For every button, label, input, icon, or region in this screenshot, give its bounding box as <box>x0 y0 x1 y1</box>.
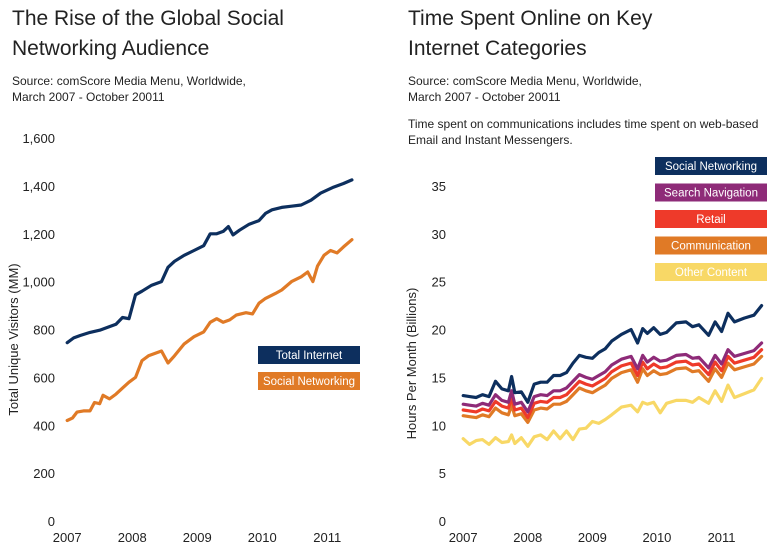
chart1-source-line-1: Source: comScore Media Menu, Worldwide, <box>12 74 246 88</box>
chart1-legend-label: Total Internet <box>276 350 343 362</box>
chart1-title-line-2: Networking Audience <box>12 37 210 60</box>
chart2-ytick-label: 0 <box>439 514 446 529</box>
chart2-ytick-label: 5 <box>439 466 446 481</box>
chart1-title: The Rise of the Global Social Networking… <box>12 4 284 64</box>
chart1-y-axis-label: Total Unique Visitors (MM) <box>6 263 21 415</box>
chart1-ytick-label: 1,400 <box>22 179 55 194</box>
chart2-y-axis-label: Hours Per Month (Billions) <box>404 288 419 440</box>
chart2-note: Time spent on communications includes ti… <box>408 116 758 148</box>
chart2-source: Source: comScore Media Menu, Worldwide, … <box>408 73 642 105</box>
chart2-legend-swatch <box>655 263 767 281</box>
chart1-series-line-social-networking <box>65 238 354 423</box>
chart2-title-line-2: Internet Categories <box>408 37 587 60</box>
chart2-legend-label: Social Networking <box>665 161 757 173</box>
chart1-ytick-label: 600 <box>33 370 55 385</box>
chart2-xtick-label: 2009 <box>578 530 607 545</box>
chart1-ytick-label: 400 <box>33 418 55 433</box>
chart2-legend-swatch <box>655 157 767 175</box>
chart2-series-line-communication <box>461 354 764 424</box>
chart1-legend-swatch <box>258 372 360 390</box>
chart1-title-line-1: The Rise of the Global Social <box>12 7 284 30</box>
chart1-ytick-label: 0 <box>48 514 55 529</box>
chart2-legend-label: Search Navigation <box>664 188 758 200</box>
chart2-legend-swatch <box>655 236 767 255</box>
chart1-series-line-total-internet <box>65 178 354 345</box>
chart2-xtick-label: 2010 <box>642 530 671 545</box>
chart2-legend-label: Other Content <box>675 267 748 279</box>
chart2-title: Time Spent Online on Key Internet Catego… <box>408 4 652 64</box>
chart2-series-line-retail <box>461 348 764 420</box>
chart2-note-line-2: Email and Instant Messengers. <box>408 133 573 147</box>
chart2-source-line-2: March 2007 - October 20011 <box>408 90 561 104</box>
chart2-note-line-1: Time spent on communications includes ti… <box>408 117 759 131</box>
chart2-ytick-label: 35 <box>432 179 446 194</box>
chart2-xtick-label: 2008 <box>513 530 542 545</box>
chart2-series-line-social-networking <box>461 304 764 404</box>
chart1-ytick-label: 1,200 <box>22 227 55 242</box>
chart2-ytick-label: 20 <box>432 323 446 338</box>
chart2-ytick-label: 25 <box>432 275 446 290</box>
chart1-ytick-label: 1,000 <box>22 275 55 290</box>
chart1-legend-swatch <box>258 346 360 364</box>
chart1-source: Source: comScore Media Menu, Worldwide, … <box>12 73 246 105</box>
chart1-xtick-label: 2007 <box>53 530 82 545</box>
chart1-legend-label: Social Networking <box>263 376 355 388</box>
chart1-xtick-label: 2010 <box>248 530 277 545</box>
chart2-series-line-search-navigation <box>461 341 764 414</box>
chart2-xtick-label: 2007 <box>449 530 478 545</box>
chart1-ytick-label: 200 <box>33 466 55 481</box>
chart2-legend-label: Retail <box>696 214 725 226</box>
chart1-xtick-label: 2009 <box>183 530 212 545</box>
chart1-ytick-label: 1,600 <box>22 131 55 146</box>
chart2-source-line-1: Source: comScore Media Menu, Worldwide, <box>408 74 642 88</box>
chart1-ytick-label: 800 <box>33 323 55 338</box>
chart1-xtick-label: 2008 <box>118 530 147 545</box>
chart2-legend-swatch <box>655 210 767 228</box>
chart2-legend-label: Communication <box>671 241 751 253</box>
chart2-ytick-label: 30 <box>432 227 446 242</box>
chart1-xtick-label: 2011 <box>313 530 341 545</box>
chart1-source-line-2: March 2007 - October 20011 <box>12 90 165 104</box>
chart2-ytick-label: 15 <box>432 370 446 385</box>
chart2-title-line-1: Time Spent Online on Key <box>408 7 653 30</box>
chart2-xtick-label: 2011 <box>708 530 736 545</box>
chart2-ytick-label: 10 <box>432 418 446 433</box>
chart2-series-line-other-content <box>461 376 764 448</box>
chart2-legend-swatch <box>655 183 767 202</box>
